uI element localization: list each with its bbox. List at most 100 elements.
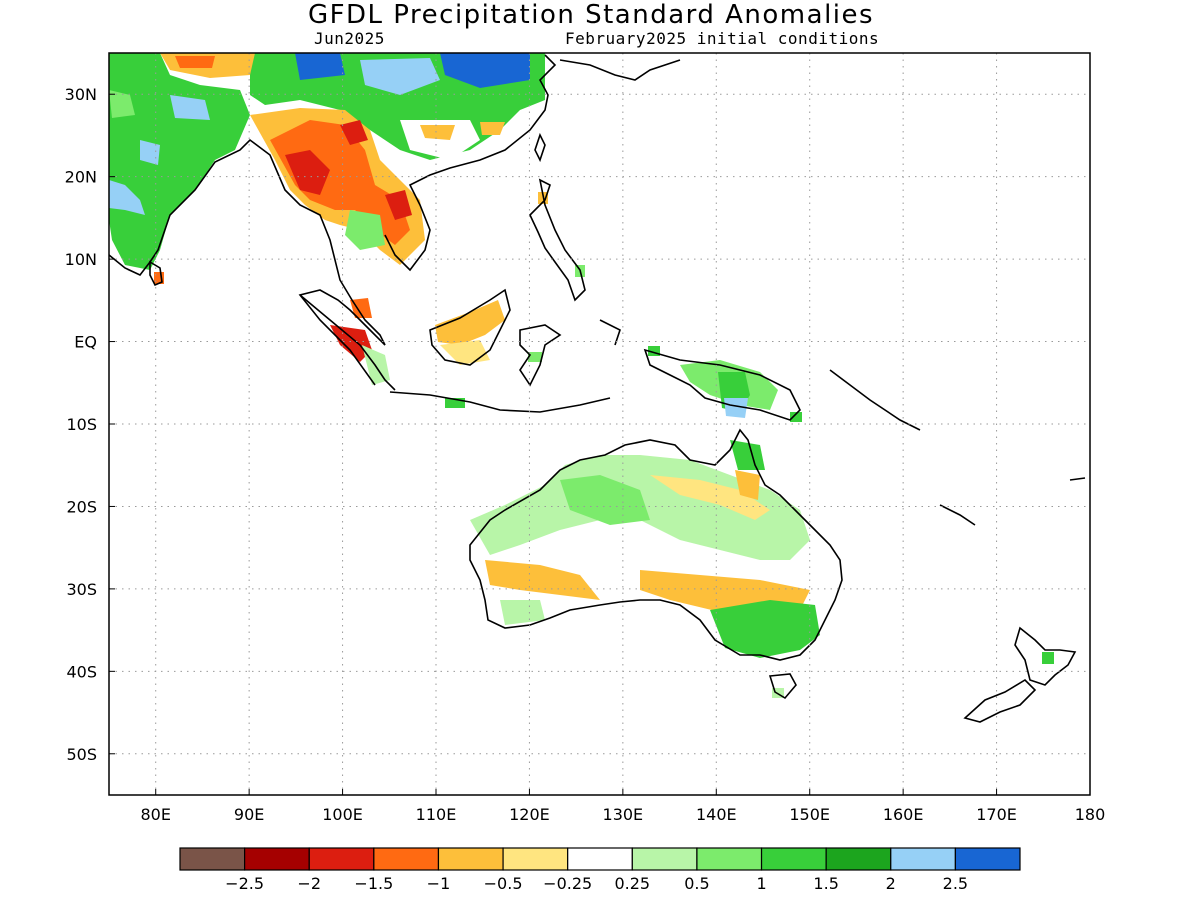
shade-india-light — [109, 90, 135, 118]
coast-japan — [559, 59, 681, 81]
shade-qld-orange — [735, 470, 760, 500]
legend-label: −2.5 — [225, 874, 264, 893]
shade-sumatra-red — [330, 325, 372, 362]
lat-label: 20N — [65, 168, 97, 187]
legend-label: 1 — [756, 874, 766, 893]
lat-label: 40S — [66, 662, 97, 681]
coast-tasmania — [768, 673, 797, 700]
lon-label: 180 — [1075, 805, 1106, 824]
coast-nz-south — [963, 678, 1037, 723]
shade-sumatra-green — [362, 345, 390, 385]
legend-swatch — [244, 847, 310, 871]
legend-label: −2 — [297, 874, 321, 893]
shade-thai-red — [385, 190, 412, 220]
legend-label: −0.25 — [543, 874, 592, 893]
shade-aus-southeast — [710, 600, 820, 658]
shade-south-asia — [109, 53, 250, 270]
map-title: GFDL Precipitation Standard Anomalies — [307, 0, 875, 30]
coast-sumatra — [299, 294, 396, 391]
lon-label: 150E — [789, 805, 830, 824]
shade-china-blue — [440, 53, 530, 88]
map-background — [109, 53, 1090, 795]
coast-solomons — [829, 369, 921, 431]
coast-philippines — [529, 178, 586, 302]
lon-label: 170E — [976, 805, 1017, 824]
coast-nz-north — [1014, 626, 1077, 686]
coast-srilanka — [149, 260, 163, 287]
shade-aus-yellow — [650, 475, 770, 520]
coast-taiwan — [534, 132, 546, 163]
coast-java — [389, 391, 611, 413]
map-frame — [108, 52, 1091, 796]
legend-labels: −2.5 −2 −1.5 −1 −0.5 −0.25 0.25 0.5 1 1.5 2 2.5 — [225, 874, 968, 893]
legend-label: 0.25 — [614, 874, 650, 893]
shade-china-lightblue — [360, 58, 440, 95]
legend-swatch — [179, 847, 246, 871]
forecast-month: Jun2025 — [314, 29, 385, 48]
shade-java — [445, 398, 465, 408]
shade-solomon — [790, 412, 802, 422]
lon-label: 80E — [140, 805, 170, 824]
legend-swatch — [825, 847, 892, 871]
lat-label: 10S — [66, 415, 97, 434]
shade-west-red — [175, 56, 215, 68]
coast-sulawesi — [519, 324, 562, 387]
shade-srilanka — [154, 272, 164, 284]
initial-conditions: February2025 initial conditions — [565, 29, 880, 48]
color-legend — [179, 847, 1021, 871]
coast-vanuatu — [939, 504, 976, 526]
legend-swatch — [373, 847, 440, 871]
shade-aus-west — [485, 560, 600, 600]
shade-nz — [1042, 652, 1054, 664]
legend-label: −0.5 — [484, 874, 523, 893]
lat-label: EQ — [74, 333, 97, 352]
lat-label: 10N — [65, 250, 97, 269]
shade-aus-sw — [500, 600, 545, 625]
lat-label: 30S — [66, 580, 97, 599]
legend-swatch — [308, 847, 375, 871]
anomaly-shading — [109, 53, 1054, 698]
graticule — [109, 53, 1091, 795]
coast-new-guinea — [643, 348, 801, 421]
legend-label: 2 — [886, 874, 896, 893]
lat-label: 30N — [65, 85, 97, 104]
legend-swatch — [696, 847, 763, 871]
legend-swatch — [502, 847, 569, 871]
lon-label: 100E — [322, 805, 363, 824]
shade-png-blue — [724, 398, 748, 418]
shade-yunnan-red — [340, 120, 368, 145]
coast-borneo — [429, 288, 511, 366]
shade-myanmar-red — [285, 150, 330, 195]
shade-tibet-blue — [295, 53, 345, 80]
shade-malaya-orange — [350, 298, 372, 318]
shade-nepal-blue — [170, 95, 210, 120]
coast-moluccas — [599, 319, 621, 346]
lon-label: 110E — [416, 805, 457, 824]
shade-aus-north-green — [560, 475, 650, 525]
shade-china-orange — [420, 125, 455, 140]
legend-label: 1.5 — [813, 874, 838, 893]
lon-label: 120E — [509, 805, 550, 824]
lat-label: 20S — [66, 497, 97, 516]
longitude-labels: 80E 90E 100E 110E 120E 130E 140E 150E 160E 170E 18… — [140, 805, 1105, 824]
shade-china-orange2 — [480, 122, 505, 135]
coast-australia — [469, 428, 843, 661]
shade-india-blue2 — [140, 140, 160, 165]
legend-swatch — [437, 847, 504, 871]
lat-label: 50S — [66, 745, 97, 764]
lon-label: 140E — [696, 805, 737, 824]
shade-halmahera — [648, 346, 660, 356]
legend-swatch — [890, 847, 956, 871]
legend-swatch — [760, 847, 827, 871]
lon-label: 130E — [603, 805, 644, 824]
shade-china-white — [400, 120, 480, 160]
legend-swatch — [954, 847, 1021, 871]
legend-swatch — [631, 847, 698, 871]
shade-cambodia-green — [345, 210, 385, 250]
coast-mainland-sw — [108, 138, 386, 386]
lon-label: 90E — [234, 805, 264, 824]
shade-cape-york — [730, 440, 765, 470]
lon-label: 160E — [883, 805, 924, 824]
legend-label: 2.5 — [943, 874, 968, 893]
